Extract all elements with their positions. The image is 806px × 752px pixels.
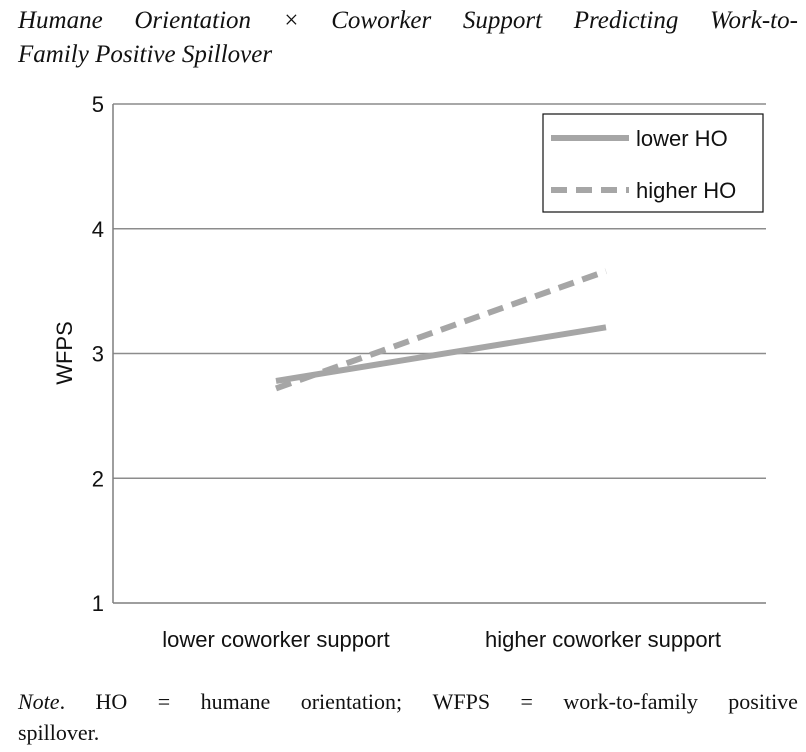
y-tick-label: 1 — [92, 591, 104, 616]
figure-note-line1: Note. HO = humane orientation; WFPS = work-to-f… — [18, 686, 798, 717]
note-word: = — [157, 689, 171, 714]
legend-box — [542, 113, 764, 213]
figure-title-line1: Humane Orientation × Coworker Support Predict… — [18, 4, 798, 38]
note-label: Note — [18, 689, 60, 714]
title-word: Orientation — [134, 7, 252, 34]
note-word: work-to-family — [563, 689, 698, 714]
title-word: Humane — [18, 7, 103, 34]
title-word: Predicting — [573, 7, 679, 34]
axes — [112, 104, 766, 604]
legend-label: lower HO — [636, 126, 728, 151]
note-word: positive — [728, 689, 798, 714]
legend: lower HO higher HO — [542, 113, 764, 213]
legend-label: higher HO — [636, 178, 736, 203]
y-tick-label: 3 — [92, 342, 104, 367]
figure-title: Humane Orientation × Coworker Support Predict… — [18, 4, 798, 72]
x-tick-label: higher coworker support — [485, 627, 721, 652]
figure-title-line2: Family Positive Spillover — [18, 41, 273, 68]
note-lead: Note. — [18, 689, 66, 714]
figure-note-line2: spillover. — [18, 720, 100, 745]
y-axis-label: WFPS — [52, 321, 77, 385]
title-word: × — [282, 7, 300, 34]
note-word: humane — [200, 689, 271, 714]
series-lines — [274, 268, 608, 392]
title-word: Support — [462, 7, 543, 34]
note-word: orientation; — [300, 689, 403, 714]
x-tick-label: lower coworker support — [162, 627, 389, 652]
y-tick-label: 4 — [92, 217, 104, 242]
note-word: HO — [95, 689, 128, 714]
note-word: = — [520, 689, 533, 714]
y-tick-labels: 1 2 3 4 5 — [92, 92, 104, 616]
series-line-higher-ho — [274, 268, 608, 392]
note-word: WFPS — [432, 689, 491, 714]
title-word: Coworker — [331, 7, 432, 34]
figure-note: Note. HO = humane orientation; WFPS = work-to-f… — [18, 686, 798, 748]
x-tick-labels: lower coworker support higher coworker su… — [162, 627, 721, 652]
y-tick-label: 5 — [92, 92, 104, 117]
title-word: Work-to- — [710, 7, 798, 34]
y-tick-label: 2 — [92, 466, 104, 491]
